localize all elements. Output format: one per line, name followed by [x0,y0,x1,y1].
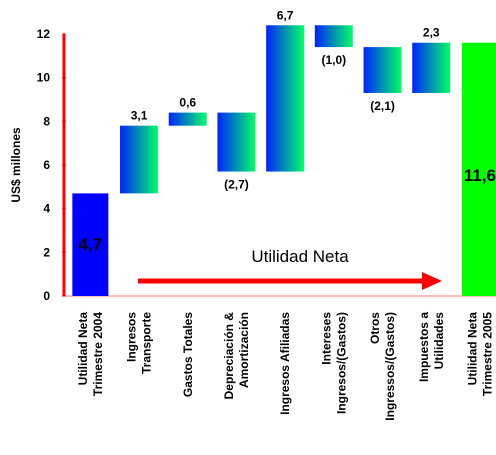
x-tick-label: Amortización [237,312,251,388]
x-tick-label: Trimestre 2004 [91,312,105,396]
x-tick-label: Ingressos/(Gastos) [383,312,397,421]
y-tick-label: 8 [43,114,50,128]
x-tick-label: Ingresos Afiliadas [278,312,292,415]
data-label: 11,6 [464,166,496,185]
annotation: Utilidad Neta [251,247,349,266]
bar [120,125,159,194]
x-tick-label: Utilidad Neta [465,312,479,386]
y-tick-label: 2 [43,245,50,259]
x-tick-label: Otros [368,312,382,344]
data-label: 3,1 [131,109,148,123]
bar [363,47,402,93]
y-tick-label: 6 [43,158,50,172]
x-tick-label: Ingresos [125,312,139,362]
data-label: 2,3 [423,26,440,40]
y-tick-label: 10 [37,71,51,85]
x-tick-label: Transporte [140,312,154,374]
bar [217,112,256,172]
y-axis-label: US$ millones [9,127,23,203]
bar [314,25,353,48]
x-tick-label: Depreciación & [222,312,236,400]
y-tick-label: 0 [43,289,50,303]
x-tick-label: Utilidades [432,312,446,370]
bar [461,42,496,296]
bar [72,193,109,296]
x-tick-label: Trimestre 2005 [480,312,494,396]
x-tick-label: Impuestos a [417,312,431,382]
bar [412,42,451,93]
y-tick-label: 4 [43,202,50,216]
data-label: (1,0) [322,53,347,67]
x-tick-label: Utilidad Neta [76,312,90,386]
data-label: (2,7) [224,178,249,192]
x-tick-label: Ingresos/(Gastos) [334,312,348,414]
arrow-head [422,272,442,290]
x-tick-label: Gastos Totales [181,312,195,397]
data-label: 6,7 [277,8,294,22]
x-tick-label: Intereses [319,312,333,365]
data-label: 4,7 [79,235,103,254]
y-tick-label: 12 [37,27,51,41]
data-label: (2,1) [370,99,395,113]
bar [168,112,207,126]
bar [266,25,305,172]
data-label: 0,6 [179,96,196,110]
